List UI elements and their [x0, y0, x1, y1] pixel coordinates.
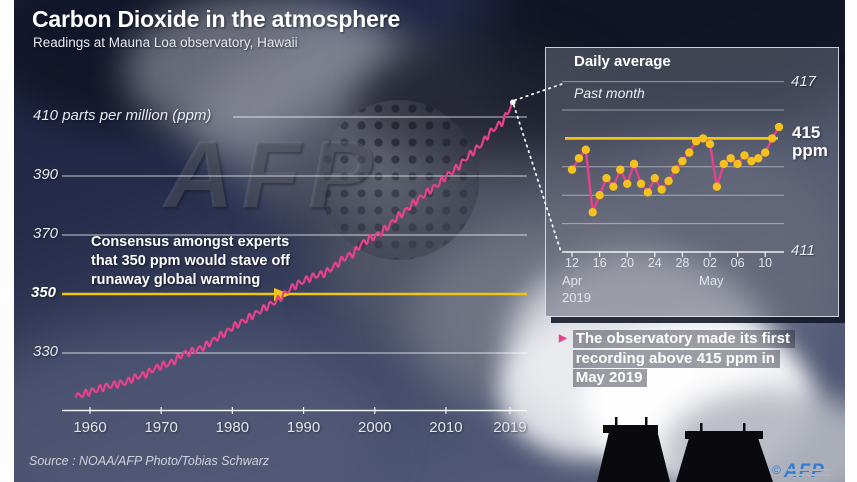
- annotation-line: that 350 ppm would stave off: [91, 253, 290, 269]
- copyright-icon: ©: [772, 463, 781, 477]
- milestone-note: ▶The observatory made its first ▶recordi…: [559, 329, 799, 388]
- afp-watermark-globe-icon: [319, 100, 479, 260]
- daily-average-point: [602, 173, 611, 183]
- daily-average-point: [588, 208, 597, 217]
- annotation-line: Consensus amongst experts: [91, 234, 290, 250]
- daily-average-point: [767, 134, 777, 143]
- daily-average-point: [664, 176, 673, 186]
- daily-average-point: [581, 145, 590, 154]
- daily-average-point: [719, 159, 728, 169]
- chart-line: [513, 83, 563, 102]
- inset-x-tick-label: 06: [730, 256, 745, 270]
- inset-title: Daily average: [574, 53, 671, 70]
- daily-average-point: [761, 148, 770, 157]
- daily-average-point: [705, 139, 715, 149]
- inset-x-tick-label: 20: [620, 256, 635, 270]
- daily-average-point: [774, 122, 784, 132]
- x-tick-label: 1970: [144, 419, 178, 436]
- inset-highlight-label: 415 ppm: [792, 124, 828, 160]
- x-tick-label: 2000: [358, 419, 392, 436]
- chart-line: [512, 104, 562, 253]
- afp-logo-text: AFP: [783, 461, 825, 482]
- daily-average-point: [609, 182, 618, 191]
- note-line: May 2019: [572, 369, 648, 387]
- daily-average-point: [636, 179, 646, 189]
- daily-average-point: [574, 154, 584, 163]
- afp-watermark-text: AFP: [164, 121, 380, 228]
- daily-average-point: [685, 148, 694, 157]
- note-line: The observatory made its first: [572, 330, 795, 348]
- inset-subtitle: Past month: [574, 85, 645, 101]
- afp-logo: © AFP: [772, 461, 831, 482]
- x-tick-label: 1960: [73, 419, 107, 436]
- note-line: recording above 415 ppm in: [572, 349, 780, 368]
- inset-year-label: 2019: [562, 290, 591, 305]
- daily-average-point: [698, 134, 708, 143]
- daily-average-point: [733, 159, 742, 169]
- source-credit: Source : NOAA/AFP Photo/Tobias Schwarz: [29, 454, 270, 468]
- logo-strike-line: [788, 469, 831, 471]
- y-tick-330: 330: [33, 343, 59, 360]
- daily-average-point: [643, 188, 653, 197]
- logo-strike-line: [788, 474, 831, 476]
- daily-average-point: [726, 154, 735, 163]
- daily-average-point: [740, 151, 749, 160]
- highlight-value: 415: [792, 123, 821, 142]
- inset-y-top: 417: [791, 73, 817, 90]
- y-axis-unit-label: 410 parts per million (ppm): [33, 107, 212, 124]
- daily-average-point: [671, 165, 680, 174]
- daily-average-point: [754, 154, 763, 163]
- x-tick-label: 2010: [429, 419, 463, 436]
- inset-y-bottom: 411: [791, 242, 815, 259]
- daily-average-point: [712, 182, 722, 191]
- chimney-silhouettes: [597, 417, 773, 482]
- inset-x-tick-label: 02: [703, 256, 717, 270]
- daily-average-point: [678, 156, 687, 166]
- daily-average-point: [595, 191, 604, 200]
- inset-month-may: May: [699, 273, 724, 288]
- x-tick-label: 2019: [493, 419, 527, 436]
- daily-average-point: [567, 165, 577, 174]
- inset-x-tick-label: 10: [758, 256, 773, 270]
- page-subtitle: Readings at Mauna Loa observatory, Hawai…: [33, 35, 298, 50]
- inset-x-tick-label: 28: [675, 256, 690, 270]
- y-tick-370: 370: [33, 225, 59, 242]
- x-tick-label: 1980: [215, 419, 250, 436]
- annotation-line: runaway global warming: [91, 272, 261, 288]
- inset-x-tick-label: 12: [565, 256, 579, 270]
- page-title: Carbon Dioxide in the atmosphere: [32, 6, 401, 32]
- daily-average-point: [650, 173, 659, 183]
- daily-average-point: [629, 159, 639, 169]
- inset-month-apr: Apr: [562, 273, 583, 288]
- highlight-unit: ppm: [792, 141, 828, 160]
- y-tick-350: 350: [31, 284, 57, 301]
- note-bullet-icon: ▶: [559, 333, 567, 344]
- daily-average-point: [657, 185, 666, 194]
- inset-x-tick-label: 16: [592, 256, 607, 270]
- x-tick-label: 1990: [286, 419, 321, 436]
- y-tick-390: 390: [33, 166, 59, 183]
- threshold-annotation: Consensus amongst experts that 350 ppm w…: [91, 233, 290, 290]
- daily-average-point: [623, 179, 632, 189]
- inset-x-tick-label: 24: [647, 256, 662, 270]
- daily-average-point: [616, 165, 625, 174]
